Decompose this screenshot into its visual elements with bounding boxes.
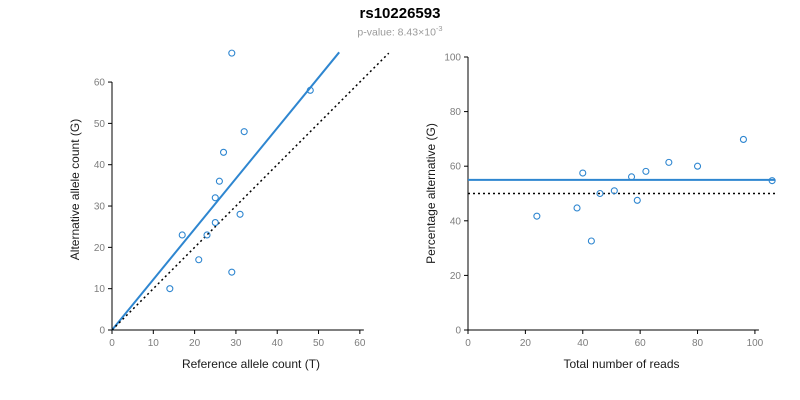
- x-tick-label: 40: [272, 338, 284, 349]
- x-tick-label: 80: [692, 338, 704, 349]
- x-tick-label: 0: [465, 338, 471, 349]
- plot-title: rs10226593: [359, 5, 441, 22]
- data-point: [596, 189, 604, 198]
- x-axis-label: Total number of reads: [563, 357, 679, 371]
- regression-line: [111, 51, 340, 331]
- y-tick-label: 50: [94, 119, 106, 130]
- y-tick-label: 0: [455, 326, 461, 337]
- data-point: [739, 135, 747, 143]
- y-axis-label: Percentage alternative (G): [424, 123, 438, 264]
- y-tick-label: 60: [94, 78, 106, 89]
- data-point: [627, 173, 636, 181]
- data-point: [228, 49, 236, 57]
- x-tick-label: 0: [109, 338, 115, 349]
- x-tick-label: 100: [747, 338, 764, 349]
- scatter-reads-vs-percentage: 0 20 40 60 80 100 0 20 40 60 80 100 Total number of …: [424, 53, 776, 371]
- data-point: [573, 204, 581, 212]
- data-point: [203, 231, 211, 239]
- x-tick-label: 60: [635, 338, 647, 349]
- data-point: [240, 128, 248, 136]
- x-tick-label: 60: [354, 338, 366, 349]
- p-value-text: p-value: 8.43×10: [357, 26, 436, 39]
- plot-subtitle: p-value: 8.43×10-3: [0, 24, 800, 39]
- data-point: [236, 210, 244, 218]
- data-point: [533, 212, 541, 220]
- y-tick-label: 20: [450, 271, 462, 282]
- y-tick-label: 20: [94, 243, 106, 254]
- data-point: [306, 86, 314, 94]
- x-tick-label: 40: [577, 338, 589, 349]
- x-axis-label: Reference allele count (T): [182, 357, 320, 371]
- y-tick-label: 40: [450, 216, 462, 227]
- data-point: [610, 187, 618, 195]
- y-tick-label: 60: [450, 162, 462, 173]
- y-tick-label: 10: [94, 284, 106, 295]
- data-point: [228, 268, 236, 276]
- identity-line: [111, 52, 390, 331]
- y-tick-label: 100: [444, 53, 461, 64]
- x-tick-label: 20: [520, 338, 532, 349]
- p-value-exponent: -3: [435, 24, 443, 33]
- x-tick-label: 50: [313, 338, 325, 349]
- y-tick-label: 40: [94, 160, 106, 171]
- y-tick-label: 0: [99, 326, 105, 337]
- data-point: [642, 167, 650, 175]
- x-tick-label: 30: [230, 338, 242, 349]
- data-point: [768, 177, 776, 185]
- y-axis-label: Alternative allele count (G): [68, 119, 82, 260]
- data-point: [215, 177, 223, 185]
- data-point: [211, 219, 219, 227]
- scatter-ref-vs-alt-count: 0 10 20 30 40 50 60 0 10 20 30 40 50 60 Reference alle…: [68, 49, 390, 371]
- data-point: [178, 231, 186, 239]
- x-tick-label: 10: [148, 338, 160, 349]
- data-point: [211, 194, 219, 202]
- x-tick-label: 20: [189, 338, 201, 349]
- data-point: [166, 285, 174, 293]
- y-tick-label: 30: [94, 202, 106, 213]
- data-point: [195, 256, 203, 264]
- data-point: [665, 158, 673, 166]
- data-point: [579, 169, 587, 177]
- y-tick-label: 80: [450, 107, 462, 118]
- data-point: [633, 196, 641, 204]
- header: rs10226593 p-value: 8.43×10-3: [0, 5, 800, 39]
- data-point: [587, 237, 595, 245]
- data-point: [219, 148, 228, 156]
- data-point: [693, 162, 702, 170]
